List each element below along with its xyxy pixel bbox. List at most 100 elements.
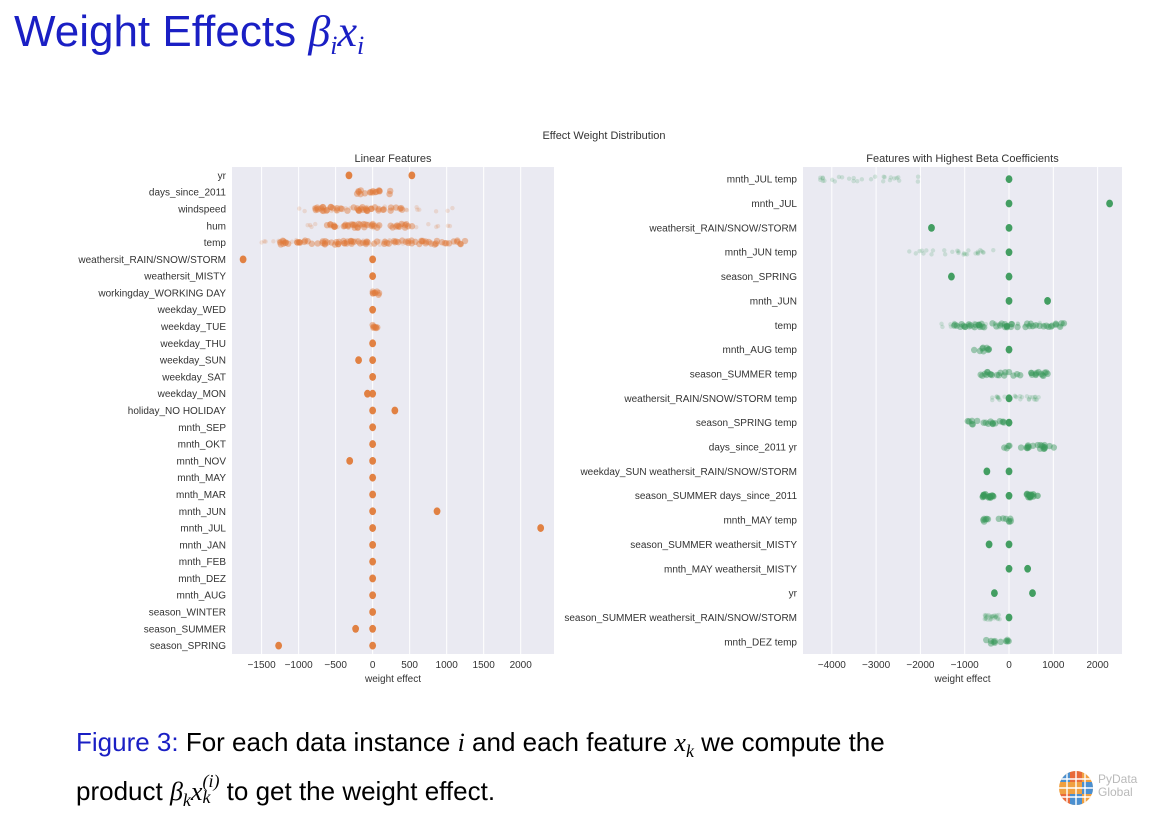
- data-point: [1024, 444, 1032, 452]
- data-point: [369, 473, 377, 482]
- data-point: [293, 239, 301, 246]
- y-tick-label: mnth_NOV: [177, 456, 227, 467]
- data-point: [357, 187, 364, 194]
- faint-point: [305, 223, 310, 228]
- faint-point: [314, 208, 320, 213]
- faint-point: [400, 221, 405, 227]
- data-point: [987, 371, 994, 378]
- data-point: [314, 206, 321, 213]
- faint-point: [990, 614, 995, 619]
- faint-point: [989, 616, 994, 622]
- data-point: [445, 240, 453, 247]
- data-point: [976, 322, 983, 329]
- data-point: [1008, 320, 1016, 328]
- data-point: [1036, 445, 1044, 452]
- data-point: [1030, 493, 1037, 500]
- feature-points: [369, 406, 399, 415]
- faint-point: [939, 321, 944, 327]
- faint-point: [988, 617, 993, 622]
- faint-point: [377, 238, 382, 244]
- faint-point: [1031, 397, 1037, 402]
- data-point: [355, 188, 362, 196]
- faint-point: [458, 242, 463, 247]
- data-point: [1029, 442, 1037, 449]
- data-point: [282, 239, 289, 246]
- data-point: [1017, 444, 1025, 451]
- data-point: [349, 221, 356, 228]
- faint-point: [966, 248, 971, 253]
- data-point: [438, 239, 446, 246]
- data-point: [322, 238, 329, 245]
- data-point: [327, 203, 335, 211]
- faint-point: [955, 248, 960, 253]
- data-point: [364, 221, 371, 229]
- data-point: [354, 224, 362, 231]
- caption-k3: k: [202, 787, 211, 808]
- data-point: [1041, 444, 1049, 451]
- title-sub-i2: i: [357, 31, 365, 60]
- data-point: [239, 255, 247, 264]
- data-point: [989, 419, 996, 427]
- faint-point: [262, 239, 267, 244]
- data-point: [984, 515, 992, 523]
- data-point: [981, 370, 989, 378]
- data-point: [364, 239, 371, 246]
- data-point: [980, 419, 987, 426]
- data-point: [369, 557, 377, 566]
- data-point: [395, 238, 402, 246]
- data-point: [1024, 442, 1032, 449]
- faint-point: [380, 241, 386, 246]
- x-tick-label: 1500: [473, 660, 496, 671]
- data-point: [314, 240, 321, 247]
- y-tick-label: weathersit_RAIN/SNOW/STORM: [648, 223, 797, 234]
- faint-point: [991, 613, 996, 618]
- data-point: [450, 238, 457, 245]
- data-point: [1041, 369, 1049, 376]
- data-point: [957, 323, 964, 331]
- data-point: [371, 323, 378, 331]
- feature-points: [369, 608, 377, 616]
- data-point: [341, 222, 349, 230]
- faint-point: [985, 617, 990, 622]
- data-point: [391, 406, 399, 415]
- data-point: [296, 239, 304, 246]
- faint-point: [363, 208, 368, 213]
- data-point: [284, 240, 292, 247]
- faint-point: [961, 251, 967, 256]
- data-point: [1048, 322, 1056, 329]
- data-point: [993, 371, 1001, 379]
- faint-point: [896, 178, 902, 183]
- data-point: [1005, 467, 1013, 476]
- feature-points: [353, 187, 394, 198]
- data-point: [988, 371, 996, 379]
- y-tick-label: weekday_SUN: [159, 356, 226, 367]
- data-point: [371, 204, 379, 211]
- faint-point: [990, 395, 995, 400]
- data-point: [376, 188, 383, 195]
- feature-points: [259, 237, 469, 248]
- data-point: [453, 238, 461, 245]
- faint-point: [983, 321, 989, 327]
- feature-points: [1001, 441, 1058, 452]
- faint-point: [1041, 322, 1047, 328]
- slide-title-math: βixi: [308, 7, 364, 60]
- data-point: [381, 240, 388, 248]
- y-tick-label: workingday_WORKING DAY: [97, 288, 226, 299]
- faint-point: [390, 206, 396, 211]
- data-point: [454, 237, 461, 244]
- data-point: [1039, 371, 1046, 379]
- faint-point: [381, 205, 386, 211]
- data-point: [350, 204, 357, 211]
- data-point: [369, 423, 377, 432]
- data-point: [1005, 223, 1013, 232]
- faint-point: [948, 322, 953, 327]
- data-point: [987, 418, 994, 425]
- y-tick-label: mnth_JUN: [179, 507, 226, 518]
- faint-point: [929, 252, 934, 257]
- faint-point: [435, 241, 440, 247]
- data-point: [948, 272, 955, 281]
- data-point: [321, 240, 329, 247]
- data-point: [280, 240, 287, 247]
- y-tick-label: mnth_MAY temp: [723, 516, 797, 527]
- data-point: [1023, 444, 1030, 451]
